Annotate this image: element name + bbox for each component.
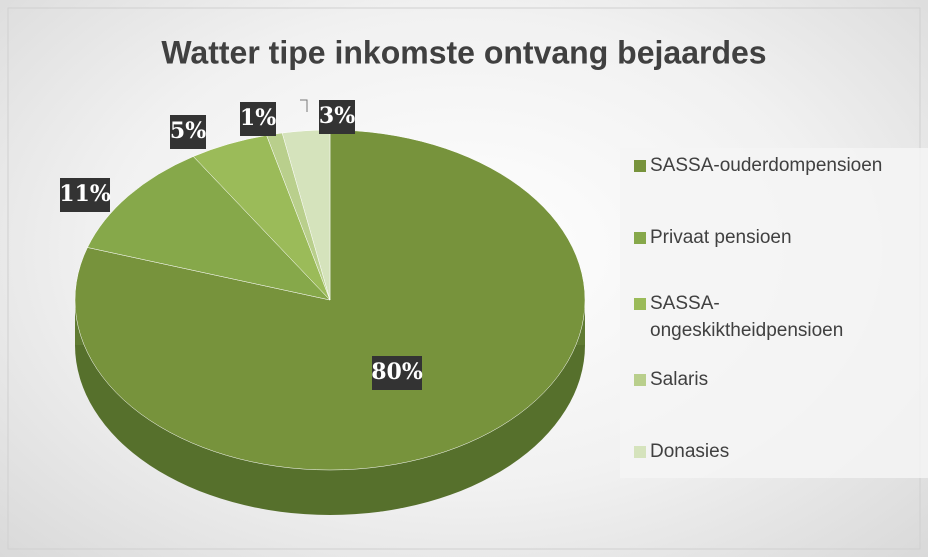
- data-label: 11%: [59, 181, 111, 207]
- legend-swatch: [634, 374, 646, 386]
- pie-slice: [87, 156, 331, 301]
- legend-swatch: [634, 160, 646, 172]
- data-label: 5%: [170, 118, 206, 144]
- chart-title: Watter tipe inkomste ontvang bejaardes: [161, 34, 766, 70]
- legend-item: SASSA-ongeskiktheidpensioen: [634, 290, 896, 344]
- data-label: 3%: [319, 103, 355, 129]
- label-box: [240, 102, 276, 136]
- legend-item: Privaat pensioen: [634, 224, 896, 251]
- legend: SASSA-ouderdompensioen Privaat pensioen SA…: [620, 148, 928, 478]
- label-box: [319, 100, 355, 134]
- label-box: [372, 356, 422, 390]
- legend-label: Privaat pensioen: [650, 227, 792, 248]
- data-label: 1%: [240, 105, 276, 131]
- legend-swatch: [634, 232, 646, 244]
- legend-label: SASSA-ouderdompensioen: [650, 155, 883, 176]
- legend-swatch: [634, 298, 646, 310]
- legend-label: Donasies: [650, 441, 730, 462]
- legend-item: SASSA-ouderdompensioen: [634, 152, 896, 179]
- label-box: [170, 115, 206, 149]
- pie-slice: [74, 129, 586, 471]
- leader-line: [300, 99, 308, 112]
- legend-label: Salaris: [650, 369, 709, 390]
- data-label: 80%: [371, 359, 423, 385]
- legend-label: SASSA-ongeskiktheidpensioen: [650, 293, 844, 341]
- label-box: [60, 178, 110, 212]
- legend-item: Salaris: [634, 366, 896, 393]
- legend-item: Donasies: [634, 438, 896, 465]
- legend-swatch: [634, 446, 646, 458]
